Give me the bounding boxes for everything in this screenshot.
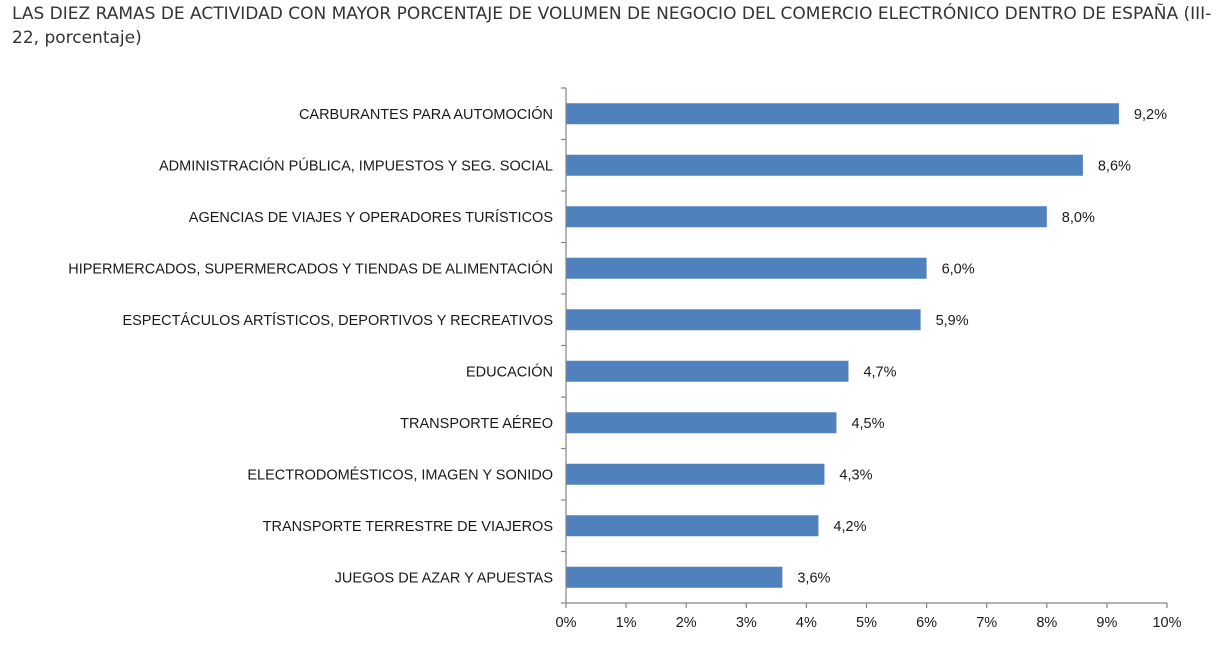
chart-title: LAS DIEZ RAMAS DE ACTIVIDAD CON MAYOR PO…	[12, 4, 1212, 48]
category-label-8: ELECTRODOMÉSTICOS, IMAGEN Y SONIDO	[247, 466, 553, 483]
bar-5	[566, 309, 921, 331]
bar-6	[566, 360, 849, 382]
category-label-4: HIPERMERCADOS, SUPERMERCADOS Y TIENDAS D…	[68, 260, 553, 277]
category-label-7: TRANSPORTE AÉREO	[400, 415, 553, 432]
data-label-6: 4,7%	[863, 364, 896, 380]
data-label-7: 4,5%	[851, 416, 884, 432]
bars-group	[566, 103, 1119, 588]
x-tick-label-0: 0%	[556, 615, 577, 631]
data-label-3: 8,0%	[1062, 210, 1095, 226]
bar-10	[566, 566, 783, 588]
data-label-9: 4,2%	[833, 519, 866, 535]
bar-7	[566, 412, 837, 434]
bar-2	[566, 154, 1083, 176]
x-tick-label-1: 1%	[616, 615, 637, 631]
data-label-2: 8,6%	[1098, 158, 1131, 174]
category-label-10: JUEGOS DE AZAR Y APUESTAS	[335, 570, 553, 586]
data-label-10: 3,6%	[797, 570, 830, 586]
data-label-5: 5,9%	[936, 313, 969, 329]
category-label-5: ESPECTÁCULOS ARTÍSTICOS, DEPORTIVOS Y RE…	[122, 312, 553, 329]
category-label-3: AGENCIAS DE VIAJES Y OPERADORES TURÍSTIC…	[189, 209, 553, 226]
bar-8	[566, 463, 825, 485]
x-tick-label-6: 6%	[916, 615, 937, 631]
bar-1	[566, 103, 1119, 125]
bar-3	[566, 206, 1047, 228]
x-tick-label-9: 9%	[1096, 615, 1117, 631]
x-tick-label-4: 4%	[796, 615, 817, 631]
x-tick-label-3: 3%	[736, 615, 757, 631]
category-label-2: ADMINISTRACIÓN PÚBLICA, IMPUESTOS Y SEG.…	[159, 157, 553, 174]
x-tick-label-2: 2%	[676, 615, 697, 631]
category-label-6: EDUCACIÓN	[466, 363, 553, 380]
data-label-4: 6,0%	[942, 261, 975, 277]
x-tick-label-8: 8%	[1036, 615, 1057, 631]
bar-4	[566, 257, 927, 279]
x-tick-label-5: 5%	[856, 615, 877, 631]
x-tick-label-10: 10%	[1152, 615, 1181, 631]
data-label-8: 4,3%	[839, 467, 872, 483]
category-label-1: CARBURANTES PARA AUTOMOCIÓN	[299, 106, 553, 123]
labels-group: CARBURANTES PARA AUTOMOCIÓN 9,2% ADMINISTR…	[68, 106, 1167, 587]
axis-group: 0% 1% 2% 3% 4% 5% 6% 7% 8% 9% 10%	[556, 87, 1182, 631]
x-tick-label-7: 7%	[976, 615, 997, 631]
data-label-1: 9,2%	[1134, 107, 1167, 123]
category-label-9: TRANSPORTE TERRESTRE DE VIAJEROS	[263, 519, 553, 535]
bar-9	[566, 515, 819, 537]
